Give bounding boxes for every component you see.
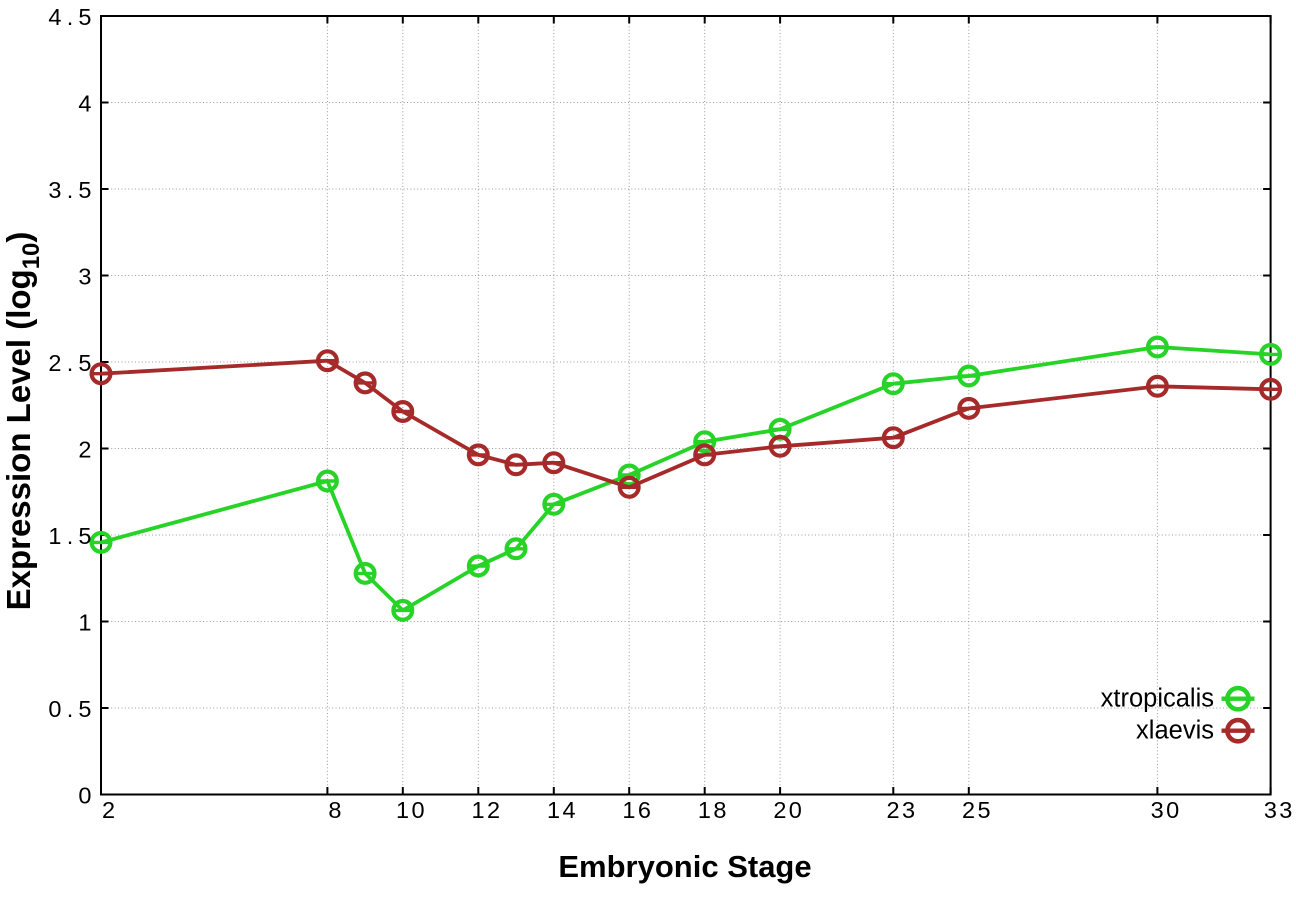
svg-text:xlaevis: xlaevis bbox=[1136, 717, 1214, 745]
svg-text:1.5: 1.5 bbox=[48, 523, 91, 549]
svg-text:2: 2 bbox=[78, 437, 91, 463]
svg-text:4: 4 bbox=[78, 91, 91, 117]
svg-text:25: 25 bbox=[962, 797, 991, 823]
svg-text:0.5: 0.5 bbox=[48, 696, 91, 722]
svg-text:8: 8 bbox=[328, 797, 341, 823]
svg-text:30: 30 bbox=[1151, 797, 1180, 823]
svg-text:3.5: 3.5 bbox=[48, 177, 91, 203]
svg-text:2: 2 bbox=[102, 797, 115, 823]
svg-text:33: 33 bbox=[1264, 797, 1293, 823]
svg-text:1: 1 bbox=[78, 610, 91, 636]
svg-text:0: 0 bbox=[78, 783, 91, 809]
svg-text:14: 14 bbox=[547, 797, 576, 823]
svg-text:3: 3 bbox=[78, 264, 91, 290]
svg-text:xtropicalis: xtropicalis bbox=[1101, 685, 1214, 713]
svg-text:16: 16 bbox=[622, 797, 651, 823]
svg-text:Embryonic Stage: Embryonic Stage bbox=[558, 849, 811, 884]
svg-text:20: 20 bbox=[773, 797, 802, 823]
svg-text:18: 18 bbox=[698, 797, 727, 823]
svg-text:23: 23 bbox=[887, 797, 916, 823]
svg-text:12: 12 bbox=[472, 797, 501, 823]
svg-text:10: 10 bbox=[396, 797, 425, 823]
svg-text:4.5: 4.5 bbox=[48, 4, 91, 30]
svg-text:2.5: 2.5 bbox=[48, 350, 91, 376]
